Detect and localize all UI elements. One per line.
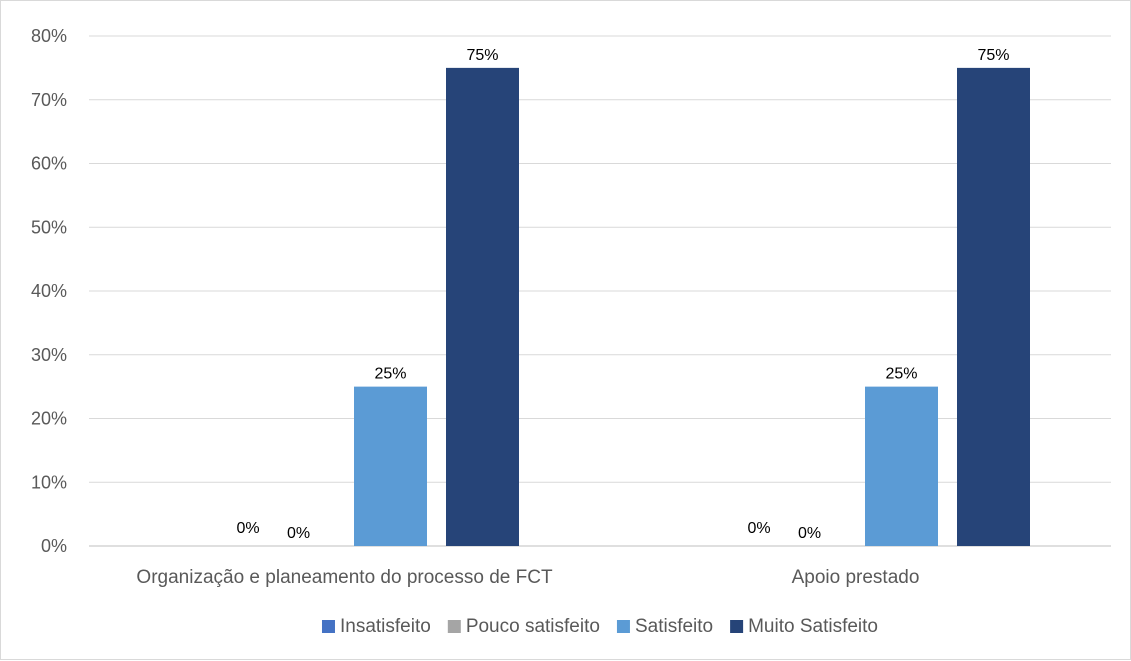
y-tick-label: 50% [31,217,67,237]
y-tick-label: 80% [31,26,67,46]
data-label: 25% [885,366,917,383]
y-tick-label: 20% [31,409,67,429]
legend-label: Satisfeito [635,616,713,637]
y-tick-label: 70% [31,90,67,110]
legend-swatch [616,620,630,633]
y-tick-label: 30% [31,345,67,365]
data-labels: 0% 0% 25% 25% 75% 75% 0% 0% [236,47,1009,542]
legend-swatch [730,620,744,633]
data-label: 0% [287,525,310,542]
data-label: 0% [747,520,770,537]
legend-label: Muito Satisfeito [748,616,878,637]
legend-item: Pouco satisfeito [447,616,600,637]
bar [446,67,519,546]
data-label: 75% [977,47,1009,64]
legend: Insatisfeito Pouco satisfeito Satisfeito Mu… [321,616,878,637]
gridlines [89,35,1111,547]
legend-swatch [447,620,461,633]
x-category-label: Organização e planeamento do processo de… [136,567,553,588]
data-label: 0% [236,520,259,537]
legend-swatch [321,620,335,633]
y-tick-label: 0% [41,536,67,556]
data-label: 75% [466,47,498,64]
y-tick-label: 40% [31,281,67,301]
legend-item: Insatisfeito [321,616,431,637]
legend-label: Pouco satisfeito [466,616,600,637]
x-category-label: Apoio prestado [792,567,920,588]
bar [354,386,427,546]
bar [865,386,938,546]
bars [354,67,1030,546]
y-tick-label: 60% [31,154,67,174]
data-label: 0% [798,525,821,542]
x-axis: Organização e planeamento do processo de… [136,567,919,588]
legend-item: Muito Satisfeito [730,616,878,637]
bar [957,67,1030,546]
y-axis: 0% 10% 20% 30% 40% 50% 60% 70% 80% [31,26,67,556]
legend-label: Insatisfeito [340,616,431,637]
y-tick-label: 10% [31,472,67,492]
legend-item: Satisfeito [616,616,713,637]
data-label: 25% [374,366,406,383]
